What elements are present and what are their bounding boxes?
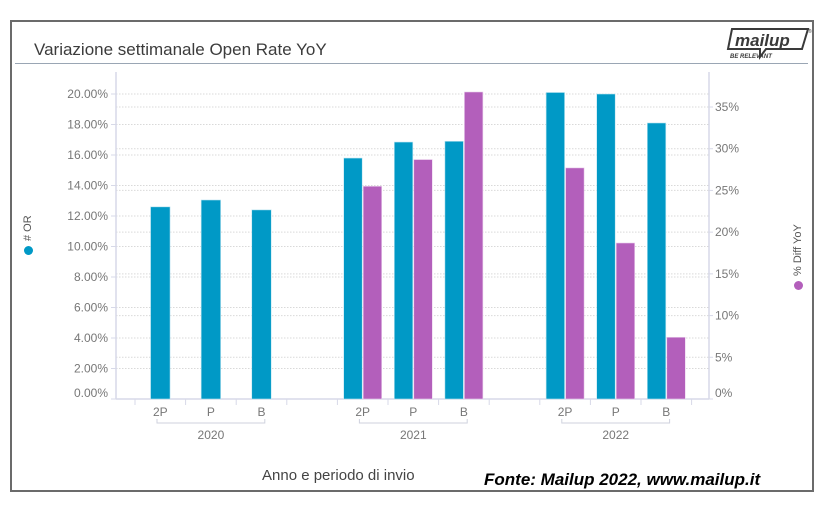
tick-label-right: 35% xyxy=(715,100,739,114)
tick-label-left: 16.00% xyxy=(67,148,108,162)
group-bracket xyxy=(156,419,266,424)
tick-label-left: 8.00% xyxy=(74,270,108,284)
category-label: B xyxy=(257,405,265,419)
mailup-logo: mailup BE RELEVANT ® xyxy=(726,28,812,60)
chart-title: Variazione settimanale Open Rate YoY xyxy=(34,40,327,59)
legend-label-or: # OR xyxy=(22,215,34,241)
tick-label-right: 5% xyxy=(715,350,733,364)
bar-diff xyxy=(362,185,383,400)
source-caption: Fonte: Mailup 2022, www.mailup.it xyxy=(484,470,761,489)
bar-diff xyxy=(464,91,484,400)
category-label: P xyxy=(612,405,620,419)
tick-label-left: 14.00% xyxy=(67,179,108,193)
category-label: 2P xyxy=(558,405,573,419)
bar-or xyxy=(444,140,464,400)
bar-or xyxy=(200,199,221,400)
group-label: 2022 xyxy=(602,428,629,442)
x-axis-title: Anno e periodo di invio xyxy=(262,467,415,484)
tick-label-left: 10.00% xyxy=(67,240,108,254)
tick-label-right: 30% xyxy=(715,142,739,156)
category-label: B xyxy=(662,405,670,419)
legend-right-axis: % Diff YoY xyxy=(792,224,804,290)
legend-dot-or-icon xyxy=(23,246,33,255)
group-bracket xyxy=(358,419,468,424)
bar-diff xyxy=(666,336,686,400)
bar-or xyxy=(545,92,565,400)
category-label: 2P xyxy=(153,405,168,419)
bar-or xyxy=(150,206,171,400)
tick-label-left: 2.00% xyxy=(74,362,108,376)
legend-label-diff: % Diff YoY xyxy=(792,224,804,276)
bar-or xyxy=(251,209,272,400)
title-divider xyxy=(15,63,808,64)
logo-speech-bubble-icon xyxy=(726,28,810,60)
logo-text: mailup xyxy=(735,31,790,50)
legend-left-axis: # OR xyxy=(22,215,34,255)
group-label: 2021 xyxy=(400,428,427,442)
axis-labels: 0.00% 2.00% 4.00% 6.00% 8.00% 10.00% 12.00% 14.… xyxy=(67,87,739,442)
tick-label-left: 12.00% xyxy=(67,209,108,223)
bar-or xyxy=(393,141,414,400)
legend-dot-diff-icon xyxy=(793,281,803,290)
group-label: 2020 xyxy=(198,428,225,442)
tick-label-right: 15% xyxy=(715,267,739,281)
registered-mark: ® xyxy=(808,28,812,35)
tick-label-left: 4.00% xyxy=(74,331,108,345)
bar-diff xyxy=(413,159,433,400)
bar-or xyxy=(646,122,667,400)
tick-label-right: 0% xyxy=(715,386,733,400)
bar-or xyxy=(596,93,616,400)
bar-diff xyxy=(565,167,585,400)
bar-or xyxy=(343,157,363,400)
category-label: P xyxy=(207,405,215,419)
tick-label-left: 20.00% xyxy=(67,87,108,101)
logo-tagline: BE RELEVANT xyxy=(730,54,773,60)
category-label: P xyxy=(409,405,417,419)
tick-label-right: 10% xyxy=(715,309,739,323)
tick-label-left: 18.00% xyxy=(67,118,108,132)
bars xyxy=(150,91,686,400)
tick-label-right: 20% xyxy=(715,225,739,239)
group-bracket xyxy=(561,419,671,424)
tick-label-left: 0.00% xyxy=(74,386,108,400)
category-label: 2P xyxy=(355,405,370,419)
category-label: B xyxy=(460,405,468,419)
bar-diff xyxy=(615,242,636,400)
tick-label-left: 6.00% xyxy=(74,301,108,315)
tick-label-right: 25% xyxy=(715,183,739,197)
